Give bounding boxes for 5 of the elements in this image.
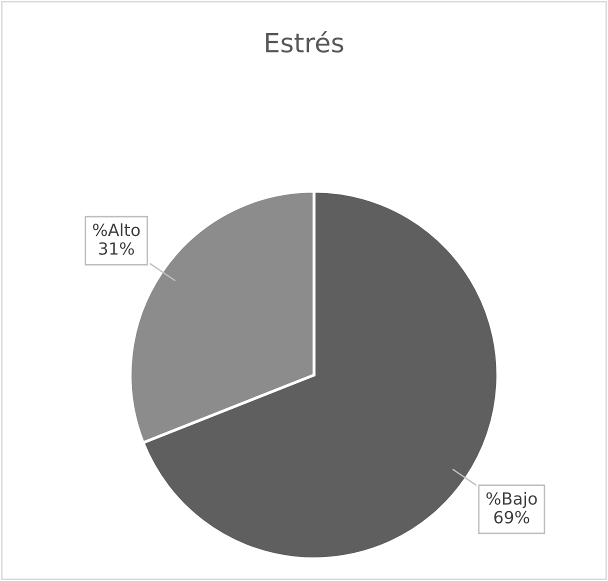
slice-label: %Bajo	[486, 492, 537, 508]
data-label: 31%	[99, 242, 134, 255]
slice-label: %Alto	[92, 223, 140, 236]
chart-title: Estrés	[266, 31, 344, 53]
data-label: 69%	[494, 510, 530, 524]
